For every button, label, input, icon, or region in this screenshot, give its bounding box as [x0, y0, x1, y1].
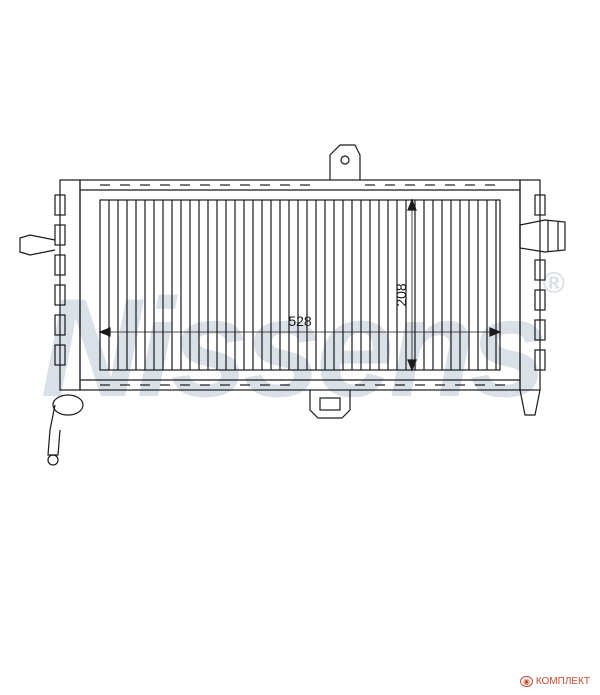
- footer-text: КОМПЛЕКТ: [536, 676, 590, 687]
- bottom-rail: [80, 380, 520, 385]
- top-mount-tab: [330, 145, 360, 180]
- width-dimension: [100, 200, 500, 370]
- radiator-frame: [80, 180, 520, 390]
- top-rail: [80, 185, 520, 190]
- height-label: 208: [393, 283, 409, 307]
- radiator-drawing: 528 208: [0, 0, 600, 695]
- radiator-core: [100, 200, 500, 370]
- footer-logo: ◉ КОМПЛЕКТ: [520, 676, 590, 687]
- bottom-mount-tab: [310, 390, 350, 418]
- core-fins: [109, 200, 496, 370]
- left-tank: [20, 180, 83, 465]
- width-label: 528: [288, 313, 312, 329]
- right-tank: [520, 180, 545, 415]
- diagram-canvas: Nissens®: [0, 0, 600, 695]
- footer-icon: ◉: [520, 676, 533, 687]
- outlet-right: [520, 220, 565, 252]
